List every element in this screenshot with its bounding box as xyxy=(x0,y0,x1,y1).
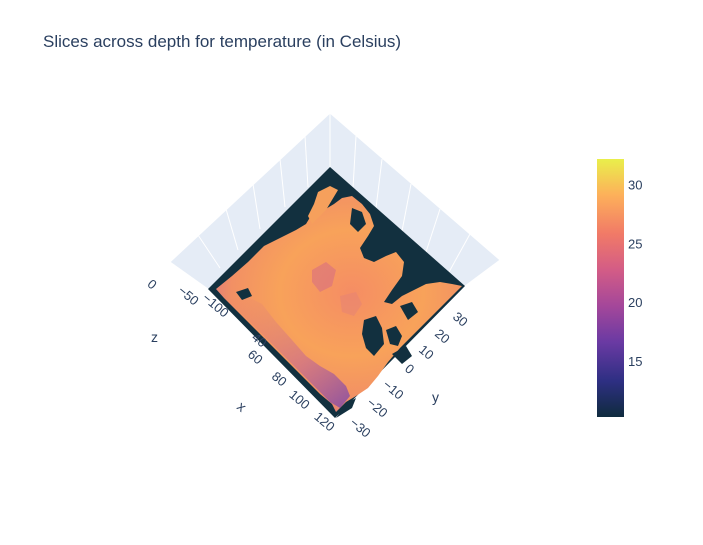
z-tick-1: −50 xyxy=(175,283,202,309)
x-axis-label: x xyxy=(234,398,250,415)
y-tick-30: 30 xyxy=(450,309,471,330)
y-axis-label: y xyxy=(432,389,439,405)
slice-gulf xyxy=(308,186,338,224)
colorbar-tick-label: 25 xyxy=(628,236,642,251)
colorbar-tick-label: 15 xyxy=(628,354,642,369)
colorbar-gradient xyxy=(597,159,624,417)
y-tick-10: 10 xyxy=(416,342,437,363)
colorbar-tick-label: 20 xyxy=(628,295,642,310)
colorbar: 15 20 25 30 xyxy=(597,159,642,417)
slice-cool-region xyxy=(226,296,350,408)
colorbar-tick-label: 30 xyxy=(628,177,642,192)
z-axis-label: z xyxy=(151,329,158,345)
slice-ocean xyxy=(216,196,462,412)
scene-walls xyxy=(169,112,501,290)
y-tick-neg10: −10 xyxy=(380,377,407,403)
y-tick-0: 0 xyxy=(402,361,417,377)
y-tick-20: 20 xyxy=(432,326,453,347)
z-tick-0: 0 xyxy=(145,276,160,292)
colorbar-ticks: 15 20 25 30 xyxy=(628,177,642,369)
y-tick-neg30: −30 xyxy=(347,415,374,441)
x-tick-80: 80 xyxy=(269,369,290,390)
temperature-slice[interactable] xyxy=(208,167,465,418)
chart-title: Slices across depth for temperature (in … xyxy=(43,32,402,51)
y-tick-neg20: −20 xyxy=(364,395,391,421)
x-tick-60: 60 xyxy=(245,347,266,368)
